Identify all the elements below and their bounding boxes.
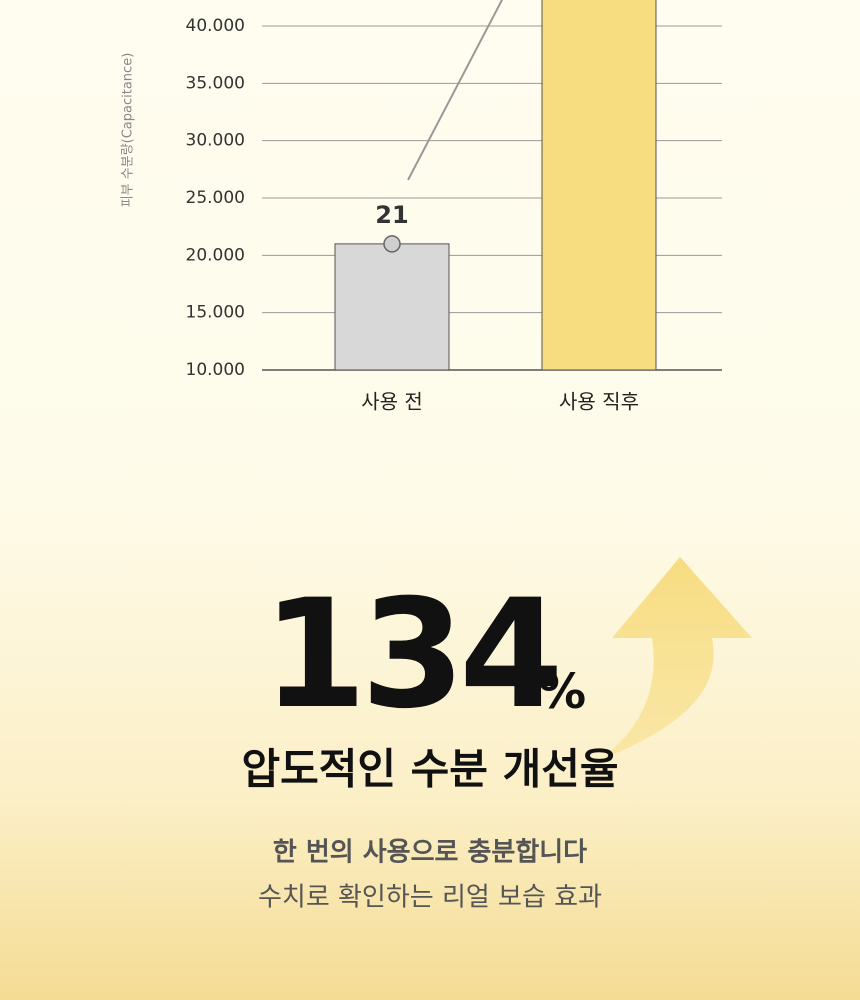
y-tick-label: 35.000 [186, 73, 245, 93]
up-arrow [600, 557, 752, 760]
bar [334, 243, 450, 371]
connector [407, 0, 504, 181]
description: 한 번의 사용으로 충분합니다 [273, 838, 587, 868]
y-tick-label: 30.000 [186, 131, 245, 151]
y-tick-label: 40.000 [186, 16, 245, 36]
plot: 10.000 15.000 20.000 25.000 30.000 35.000 40.0… [186, 0, 722, 414]
value-label: 21 [375, 201, 408, 229]
bar [541, 0, 657, 371]
y-axis-label: 피부 수분량(Capacitance) [121, 53, 136, 208]
description: 수치로 확인하는 리얼 보습 효과 [258, 883, 602, 913]
y-tick-label: 20.000 [186, 245, 245, 265]
subtitle: 압도적인 수분 개선율 [241, 745, 618, 794]
y-tick-label: 15.000 [186, 303, 245, 323]
y-tick-label: 25.000 [186, 188, 245, 208]
y-tick-label: 10.000 [186, 360, 245, 380]
headline-number: 134 [262, 568, 557, 742]
x-tick-label: 사용 전 [361, 390, 423, 414]
x-tick-label: 사용 직후 [559, 390, 639, 414]
point [383, 235, 401, 253]
headline-unit: % [538, 664, 586, 720]
